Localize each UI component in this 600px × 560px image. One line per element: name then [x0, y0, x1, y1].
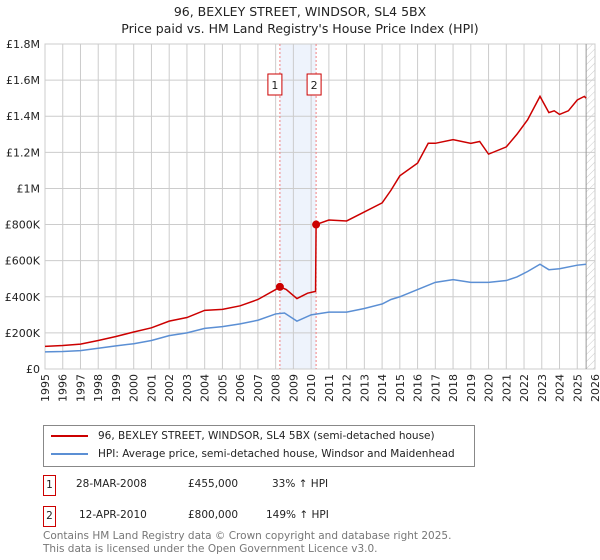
price-chart: 1995 1996 1997 1998 1999 2000 2001 2002 2003 2004…: [5, 38, 600, 402]
x-tick-label: 2006: [234, 374, 247, 402]
x-tick-label: 2022: [518, 374, 531, 402]
y-tick-label: £0: [26, 363, 40, 376]
footer: Contains HM Land Registry data © Crown c…: [43, 530, 451, 556]
x-tick-label: 2013: [358, 374, 371, 402]
x-tick-label: 1995: [39, 374, 52, 402]
sale-hpi: 33% ↑ HPI: [272, 478, 329, 490]
x-tick-label: 2021: [500, 374, 513, 402]
x-tick-label: 2001: [145, 374, 158, 402]
legend-item-hpi: HPI: Average price, semi-detached house,…: [51, 448, 455, 460]
sale-badge: 2: [43, 506, 56, 527]
legend-swatch: [51, 435, 88, 437]
series-line: [44, 263, 587, 353]
x-tick-label: 2019: [465, 374, 478, 402]
forecast-hatch: [586, 44, 595, 369]
y-tick-label: £1.2M: [6, 146, 40, 159]
y-tick-label: £1.4M: [6, 110, 40, 123]
y-tick-label: £1M: [17, 182, 41, 195]
y-tick-label: £600K: [5, 255, 41, 268]
sale-label: 2: [311, 79, 318, 92]
x-tick-label: 2026: [589, 374, 600, 402]
x-tick-label: 2016: [412, 374, 425, 402]
x-tick-label: 2017: [429, 374, 442, 402]
sale-badge: 1: [43, 475, 56, 496]
y-tick-label: £800K: [5, 219, 41, 232]
y-tick-label: £400K: [5, 291, 41, 304]
footer-line: Contains HM Land Registry data © Crown c…: [43, 530, 452, 542]
sale-label-box: [267, 73, 283, 96]
x-tick-label: 2018: [447, 374, 460, 402]
legend: 96, BEXLEY STREET, WINDSOR, SL4 5BX (sem…: [43, 425, 475, 467]
sale-point: [312, 220, 321, 229]
x-tick-label: 2025: [571, 374, 584, 402]
x-tick-label: 2003: [181, 374, 194, 402]
x-tick-label: 2008: [270, 374, 283, 402]
legend-label: HPI: Average price, semi-detached house,…: [98, 448, 455, 460]
sale-row: 2 12-APR-2010 £800,000 149% ↑ HPI: [43, 506, 443, 528]
x-tick-label: 1999: [110, 374, 123, 402]
sale-price: £800,000: [188, 509, 239, 521]
x-tick-label: 2009: [287, 374, 300, 402]
x-tick-label: 2000: [128, 374, 141, 402]
sale-row: 1 28-MAR-2008 £455,000 33% ↑ HPI: [43, 475, 443, 497]
y-tick-label: £200K: [5, 327, 41, 340]
plot-area: [44, 43, 596, 370]
x-tick-label: 2020: [483, 374, 496, 402]
sale-price: £455,000: [188, 478, 239, 490]
x-tick-label: 2011: [323, 374, 336, 402]
x-tick-label: 2024: [554, 374, 567, 402]
x-tick-label: 2010: [305, 374, 318, 402]
legend-label: 96, BEXLEY STREET, WINDSOR, SL4 5BX (sem…: [98, 430, 435, 442]
x-tick-label: 1996: [57, 374, 70, 402]
x-tick-label: 2005: [216, 374, 229, 402]
x-tick-label: 1998: [92, 374, 105, 402]
sale-label-box: [306, 73, 322, 96]
footer-line: This data is licensed under the Open Gov…: [43, 543, 378, 555]
x-tick-label: 2007: [252, 374, 265, 402]
chart-title: 96, BEXLEY STREET, WINDSOR, SL4 5BX: [173, 4, 427, 19]
legend-item-property: 96, BEXLEY STREET, WINDSOR, SL4 5BX (sem…: [51, 430, 435, 442]
y-tick-label: £1.6M: [6, 74, 40, 87]
y-tick-label: £1.8M: [6, 38, 40, 51]
legend-swatch: [51, 453, 88, 455]
series-line: [44, 94, 587, 348]
x-tick-label: 2002: [163, 374, 176, 402]
x-tick-label: 2023: [536, 374, 549, 402]
x-tick-label: 2015: [394, 374, 407, 402]
x-tick-label: 2004: [199, 374, 212, 402]
sale-date: 12-APR-2010: [79, 509, 147, 521]
chart-subtitle: Price paid vs. HM Land Registry's House …: [121, 21, 479, 36]
x-tick-label: 1997: [74, 374, 87, 402]
sale-hpi: 149% ↑ HPI: [266, 509, 329, 521]
x-tick-label: 2014: [376, 374, 389, 402]
sale-point: [275, 282, 284, 291]
x-tick-label: 2012: [341, 374, 354, 402]
sale-label: 1: [271, 79, 278, 92]
sale-date: 28-MAR-2008: [76, 478, 147, 490]
